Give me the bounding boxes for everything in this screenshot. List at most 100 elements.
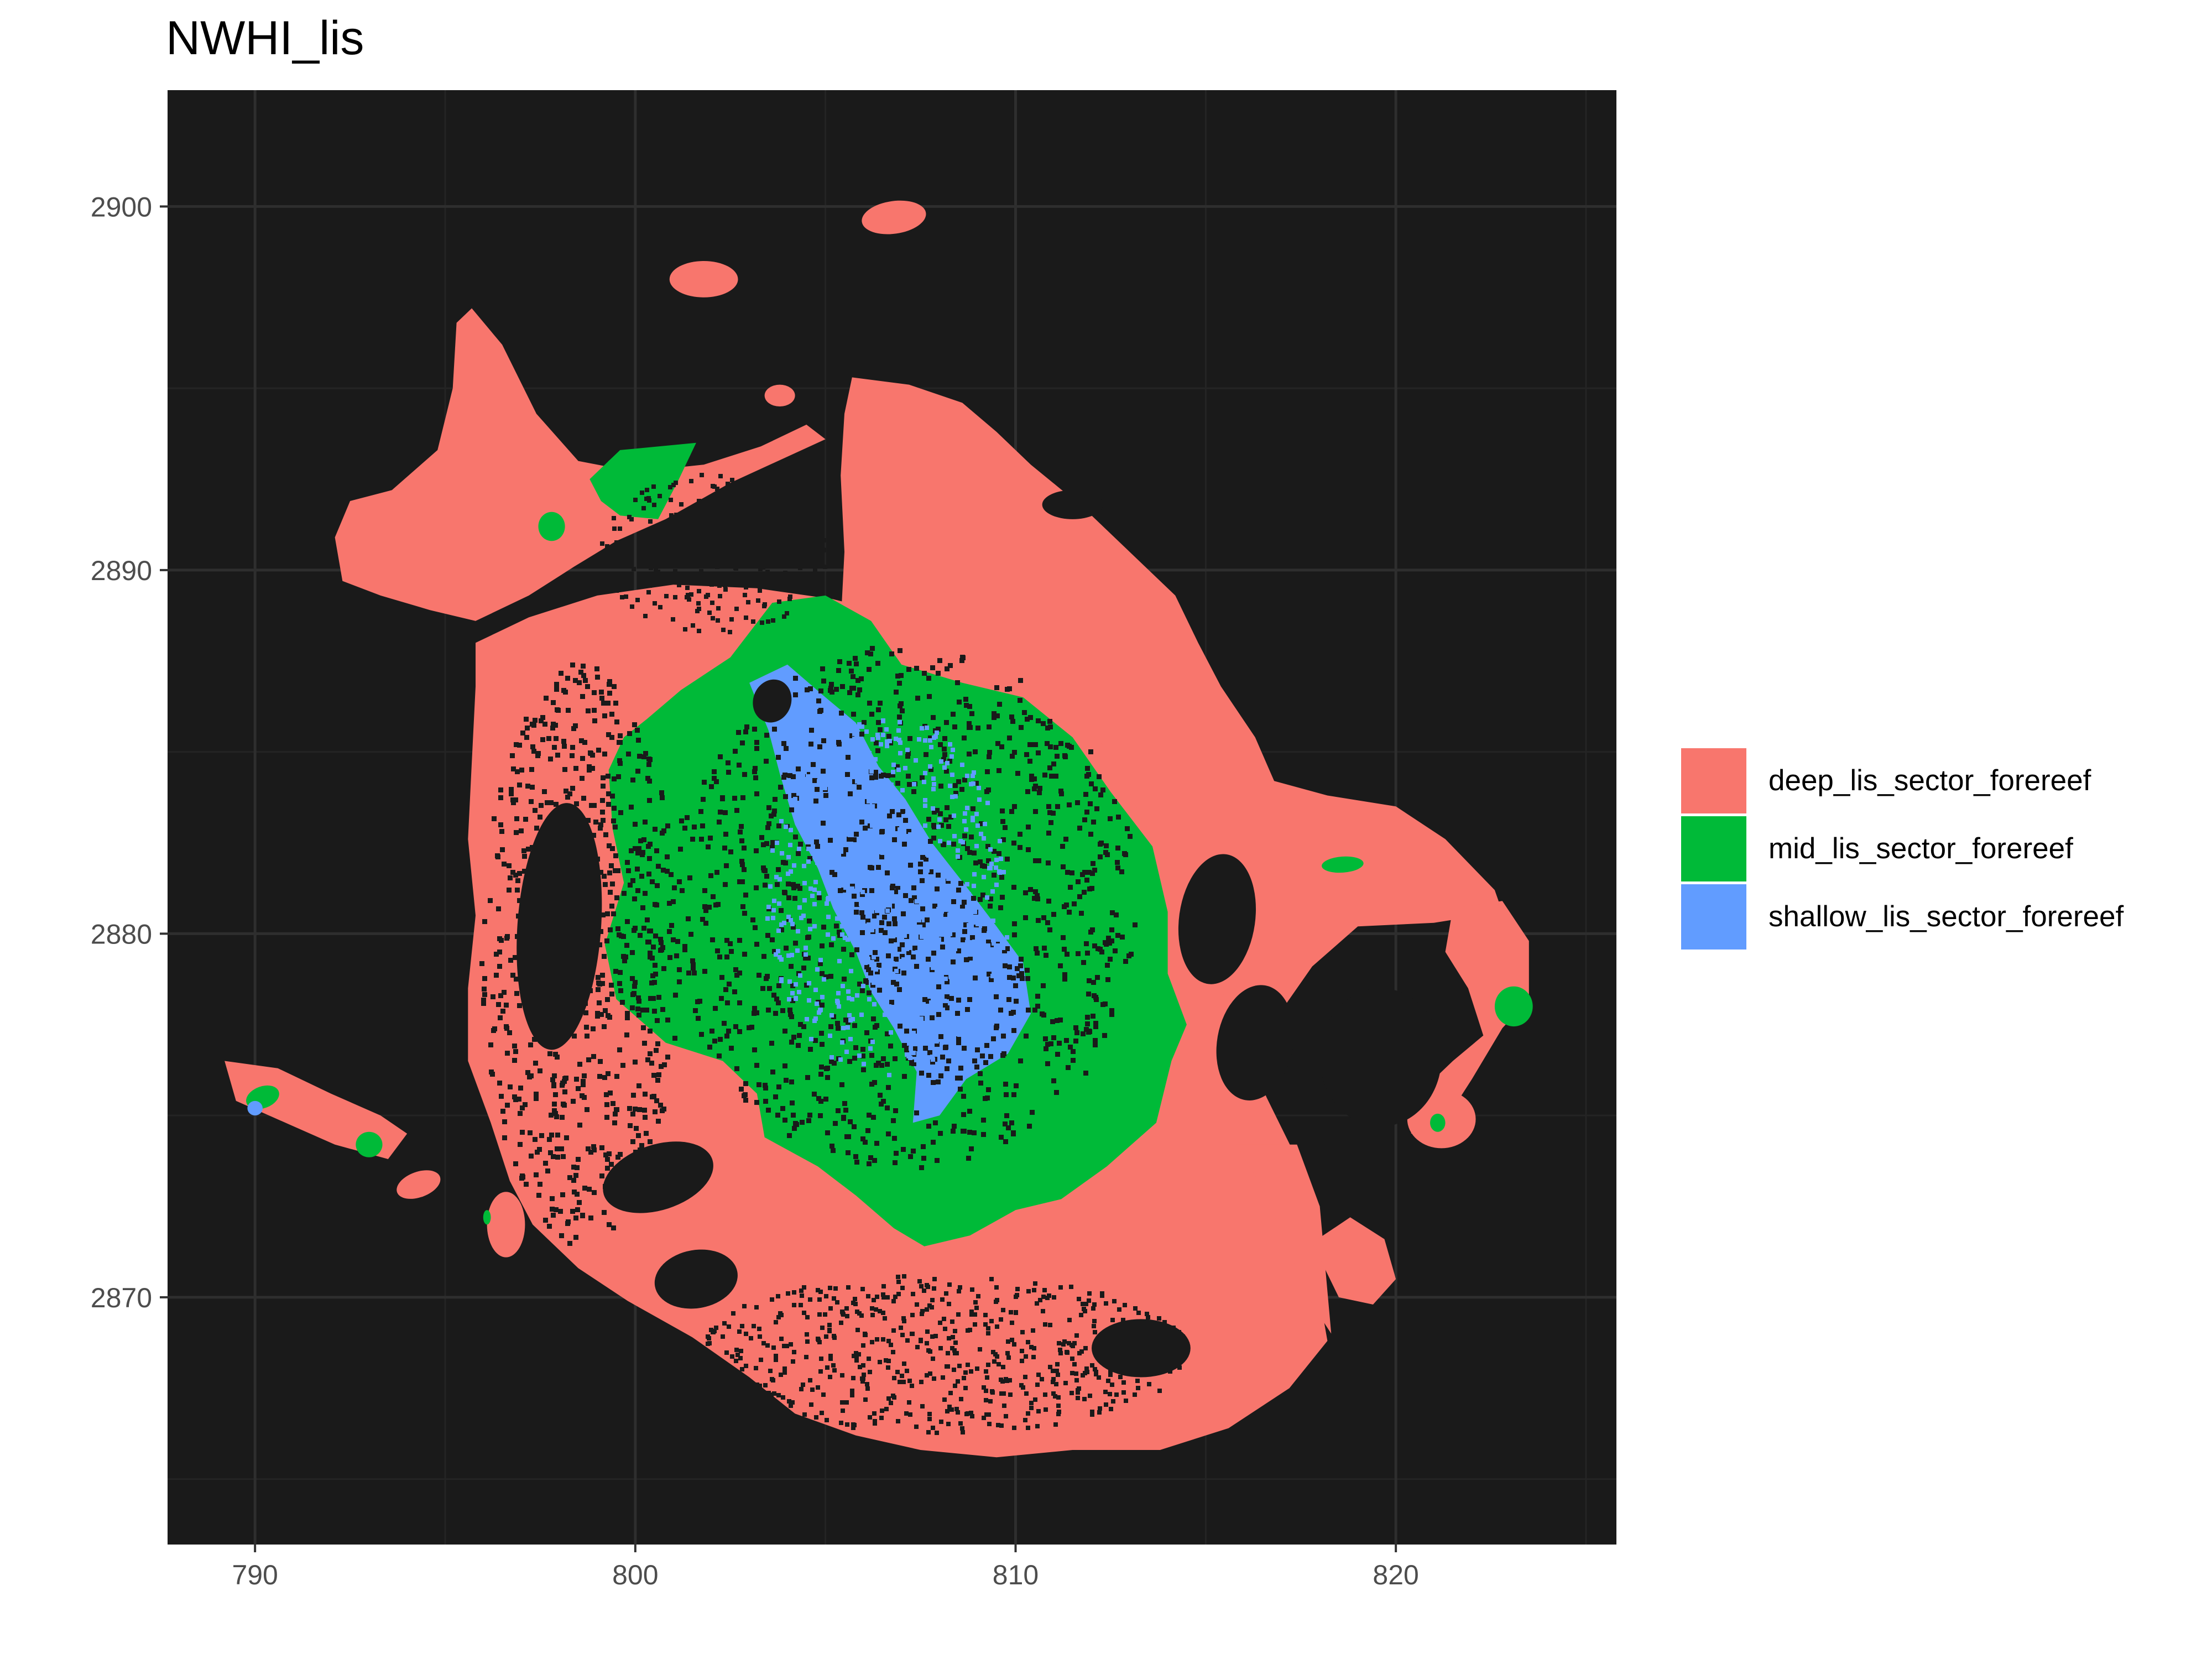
speckle-dark	[963, 922, 968, 927]
speckle-south	[900, 1374, 904, 1378]
speckle-dark	[714, 870, 719, 875]
speckle-north	[756, 598, 760, 603]
speckle-south	[1008, 1392, 1013, 1397]
speckle-dark	[737, 763, 742, 768]
speckle-shallow	[950, 884, 954, 889]
speckle-dark	[989, 942, 994, 947]
speckle-dark	[722, 846, 727, 851]
speckle-shallow	[881, 733, 885, 737]
speckle-south	[1103, 1390, 1108, 1394]
speckle-south	[1092, 1324, 1096, 1328]
speckle-west	[625, 1015, 630, 1020]
mid-islet-2	[356, 1131, 383, 1157]
speckle-south	[875, 1337, 879, 1342]
speckle-north	[691, 561, 696, 565]
speckle-west	[567, 791, 572, 796]
speckle-dark	[1064, 1038, 1069, 1043]
speckle-dark	[878, 727, 883, 732]
speckle-south	[910, 1313, 915, 1317]
speckle-west	[641, 926, 646, 931]
speckle-north	[648, 580, 653, 585]
speckle-west	[633, 846, 638, 851]
speckle-north	[753, 560, 757, 565]
speckle-dark	[845, 772, 850, 777]
speckle-shallow	[910, 922, 915, 927]
speckle-west	[543, 1218, 548, 1223]
speckle-dark	[1060, 844, 1065, 849]
speckle-dark	[712, 776, 717, 781]
speckle-dark	[769, 1041, 774, 1046]
speckle-south	[1090, 1410, 1094, 1414]
speckle-shallow	[945, 935, 949, 939]
speckle-shallow	[776, 928, 781, 933]
speckle-shallow	[840, 924, 844, 928]
speckle-south	[821, 1392, 826, 1397]
speckle-dark	[1025, 968, 1030, 973]
speckle-south	[1004, 1377, 1008, 1381]
speckle-south	[920, 1309, 925, 1313]
speckle-dark	[872, 914, 877, 919]
speckle-north	[734, 486, 739, 491]
speckle-south	[1133, 1392, 1137, 1397]
speckle-south	[697, 1353, 701, 1358]
speckle-dark	[912, 1046, 917, 1051]
speckle-west	[640, 852, 645, 857]
speckle-west	[586, 818, 591, 823]
speckle-dark	[985, 844, 990, 849]
speckle-west	[579, 738, 584, 743]
speckle-west	[580, 694, 585, 699]
speckle-south	[1026, 1340, 1030, 1344]
speckle-shallow	[782, 921, 786, 925]
speckle-west	[505, 1051, 510, 1056]
speckle-north	[671, 483, 676, 487]
speckle-dark	[1044, 953, 1048, 958]
speckle-shallow	[802, 770, 807, 774]
speckle-dark	[682, 944, 687, 949]
speckle-south	[1071, 1344, 1075, 1348]
speckle-south	[1146, 1315, 1150, 1319]
speckle-west	[662, 1062, 667, 1067]
speckle-dark	[761, 868, 766, 873]
speckle-dark	[788, 1012, 793, 1017]
speckle-shallow	[836, 991, 841, 995]
speckle-south	[769, 1392, 774, 1397]
speckle-dark	[958, 881, 963, 886]
speckle-west	[588, 1150, 593, 1155]
speckle-south	[1001, 1365, 1005, 1369]
speckle-north	[773, 542, 777, 547]
speckle-dark	[776, 1000, 781, 1005]
speckle-dark	[961, 937, 966, 942]
speckle-south	[1165, 1349, 1169, 1354]
speckle-south	[740, 1324, 744, 1328]
speckle-south	[902, 1319, 906, 1323]
speckle-south	[950, 1407, 954, 1412]
speckle-dark	[1066, 1065, 1071, 1070]
speckle-south	[1055, 1362, 1060, 1366]
speckle-shallow	[790, 922, 795, 926]
speckle-dark	[892, 904, 897, 909]
speckle-west	[581, 1079, 586, 1084]
speckle-dark	[945, 666, 950, 671]
speckle-dark	[860, 1047, 865, 1052]
speckle-north	[745, 581, 749, 585]
speckle-dark	[691, 962, 696, 967]
speckle-shallow	[929, 1000, 933, 1005]
speckle-dark	[740, 904, 745, 909]
speckle-shallow	[866, 813, 870, 818]
speckle-south	[768, 1369, 773, 1373]
speckle-shallow	[870, 928, 874, 932]
speckle-west	[549, 1113, 554, 1118]
speckle-south	[785, 1344, 789, 1348]
speckle-south	[802, 1285, 806, 1290]
speckle-dark	[972, 1058, 977, 1063]
speckle-south	[984, 1389, 988, 1393]
speckle-shallow	[960, 763, 964, 767]
speckle-west	[637, 999, 641, 1004]
speckle-south	[754, 1366, 758, 1370]
speckle-shallow	[950, 754, 954, 759]
speckle-shallow	[889, 782, 894, 787]
speckle-dark	[847, 690, 852, 695]
speckle-south	[932, 1277, 937, 1281]
speckle-dark	[680, 888, 685, 893]
speckle-south	[1069, 1285, 1073, 1289]
